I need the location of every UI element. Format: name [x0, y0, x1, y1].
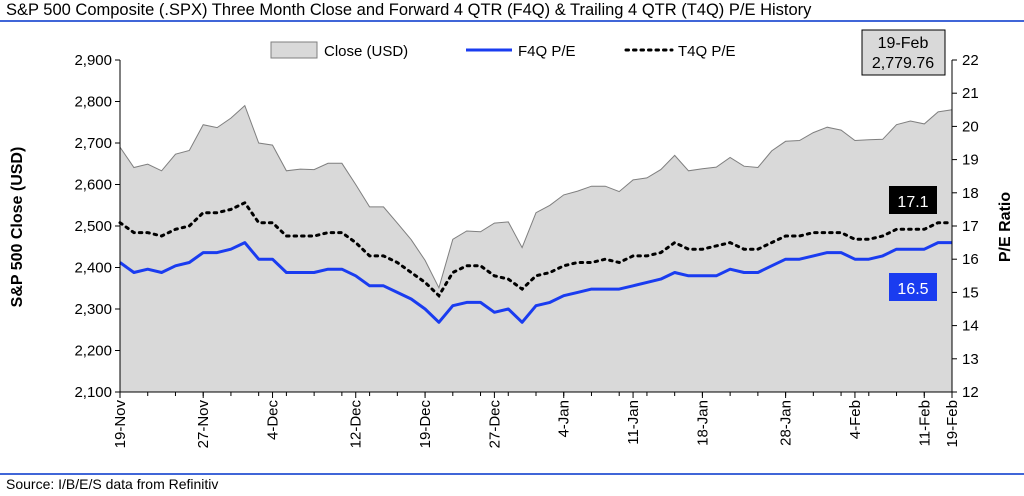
- legend: Close (USD) F4Q P/E T4Q P/E: [270, 41, 736, 60]
- t4q-badge-value: 17.1: [897, 194, 928, 211]
- legend-close-swatch: [270, 41, 318, 59]
- last-close-date: 19-Feb: [878, 35, 929, 52]
- left-tick-label: 2,800: [74, 94, 112, 111]
- left-tick-label: 2,500: [74, 218, 112, 235]
- x-tick-label: 27-Nov: [195, 400, 212, 449]
- x-tick-label: 18-Jan: [694, 400, 711, 446]
- left-tick-label: 2,700: [74, 135, 112, 152]
- legend-t4q-label: T4Q P/E: [678, 43, 736, 60]
- x-tick-label: 19-Nov: [112, 400, 129, 449]
- right-tick-label: 19: [962, 152, 979, 169]
- plot-area: [118, 104, 954, 392]
- t4q-badge: 17.1: [889, 186, 937, 214]
- x-tick-label: 4-Dec: [265, 400, 282, 441]
- f4q-badge-box: [889, 273, 937, 301]
- right-tick-label: 22: [962, 52, 979, 69]
- left-tick-label: 2,600: [74, 177, 112, 194]
- close-area-outline: [119, 104, 953, 290]
- x-tick-label: 4-Feb: [847, 400, 864, 439]
- legend-close-label: Close (USD): [324, 43, 408, 60]
- right-axis-title: P/E Ratio: [997, 192, 1014, 262]
- t4q-pe-line: [118, 200, 954, 299]
- x-tick-label: 28-Jan: [778, 400, 795, 446]
- left-tick-label: 2,900: [74, 52, 112, 69]
- right-tick-label: 18: [962, 185, 979, 202]
- left-tick-label: 2,300: [74, 301, 112, 318]
- f4q-badge-value: 16.5: [897, 281, 928, 298]
- left-tick-label: 2,200: [74, 343, 112, 360]
- right-tick-label: 17: [962, 218, 979, 235]
- chart-title: S&P 500 Composite (.SPX) Three Month Clo…: [6, 1, 812, 19]
- left-tick-label: 2,100: [74, 384, 112, 401]
- x-tick-label: 4-Jan: [556, 400, 573, 438]
- right-tick-label: 21: [962, 85, 979, 102]
- x-tick-label: 19-Feb: [944, 400, 961, 448]
- x-tick-label: 11-Feb: [916, 400, 933, 446]
- x-tick-label: 27-Dec: [486, 400, 503, 449]
- last-close-callout: 19-Feb 2,779.76: [861, 29, 946, 76]
- x-tick-label: 11-Jan: [625, 400, 642, 445]
- close-area: [120, 105, 952, 392]
- legend-f4q-label: F4Q P/E: [518, 43, 576, 60]
- last-close-box: [861, 29, 946, 76]
- right-tick-label: 15: [962, 284, 979, 301]
- t4q-badge-box: [889, 186, 937, 214]
- right-tick-label: 16: [962, 251, 979, 268]
- f4q-badge: 16.5: [889, 273, 937, 301]
- x-tick-label: 12-Dec: [348, 400, 365, 449]
- source-note: Source: I/B/E/S data from Refinitiv: [6, 476, 219, 492]
- right-tick-label: 12: [962, 384, 979, 401]
- left-axis-title: S&P 500 Close (USD): [9, 147, 26, 308]
- right-tick-label: 14: [962, 318, 979, 335]
- x-tick-label: 19-Dec: [417, 400, 434, 449]
- last-close-value: 2,779.76: [872, 55, 934, 72]
- right-tick-label: 13: [962, 351, 979, 368]
- left-tick-label: 2,400: [74, 260, 112, 277]
- right-tick-label: 20: [962, 118, 979, 135]
- f4q-pe-line: [119, 241, 952, 324]
- axes: 2,100 2,200 2,300 2,400 2,500 2,600 2,700 2,800…: [74, 52, 978, 448]
